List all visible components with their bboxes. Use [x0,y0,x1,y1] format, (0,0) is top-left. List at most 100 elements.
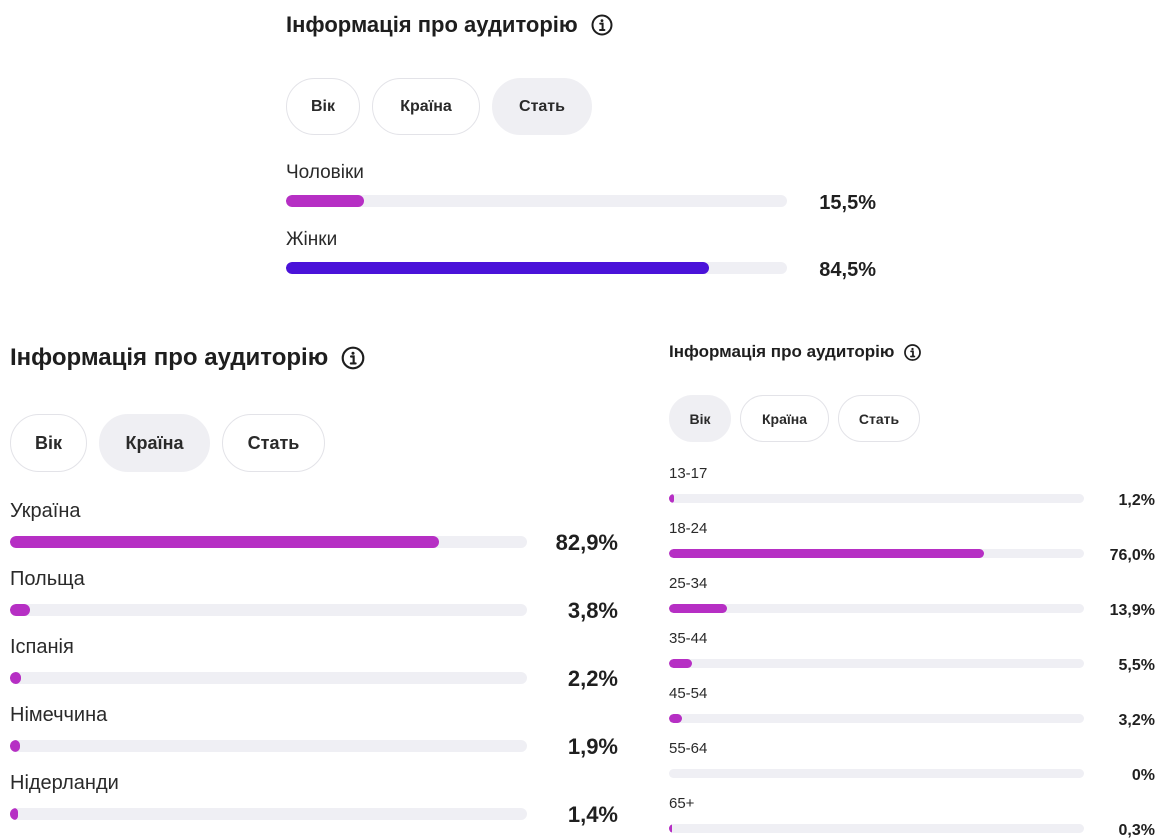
tab-label: Вік [310,97,335,115]
bar-row: 35-44 5,5% [669,630,1155,674]
progress-fill [286,262,710,274]
tab-age[interactable]: Вік [286,78,360,135]
percent-value: 3,2% [1118,712,1155,729]
percent-value: 13,9% [1109,602,1155,619]
panel-title: Інформація про аудиторію [10,344,329,371]
row-label: 55-64 [669,740,708,757]
row-label: Чоловіки [286,162,364,183]
row-label: 18-24 [669,520,708,537]
tab-label: Стать [858,410,900,427]
progress-track [669,494,1084,503]
bar-row: 65+ 0,3% [669,795,1155,839]
progress-track [10,536,527,548]
bar-row: Польща 3,8% [10,568,618,623]
tab-country[interactable]: Країна [99,414,210,472]
progress-fill [669,494,674,503]
progress-track [669,714,1084,723]
tab-label: Стать [519,97,565,115]
row-label: Іспанія [10,636,74,658]
progress-track [286,262,787,274]
tab-label: Країна [400,97,452,115]
panel-title: Інформація про аудиторію [286,12,578,37]
percent-value: 76,0% [1109,547,1155,564]
percent-value: 5,5% [1118,657,1155,674]
progress-track [669,769,1084,778]
progress-fill [669,714,683,723]
percent-value: 3,8% [567,598,618,623]
progress-track [669,604,1084,613]
tab-age[interactable]: Вік [10,414,87,472]
progress-track [669,549,1084,558]
bar-row: 25-34 13,9% [669,575,1155,619]
row-label: 65+ [669,795,695,812]
progress-fill [10,740,20,752]
tab-country[interactable]: Країна [372,78,480,135]
progress-track [669,659,1084,668]
progress-fill [10,604,30,616]
percent-value: 1,4% [567,802,618,827]
progress-track [10,604,527,616]
percent-value: 15,5% [819,192,876,214]
row-label: 35-44 [669,630,708,647]
tab-label: Вік [34,432,62,453]
tab-label: Стать [247,432,300,453]
info-icon[interactable] [590,13,614,37]
tab-gender[interactable]: Стать [222,414,325,472]
info-icon[interactable] [340,345,366,371]
bar-row: Іспанія 2,2% [10,636,618,691]
bar-row: 55-64 0% [669,740,1155,784]
tab-label: Країна [761,410,808,427]
tab-country[interactable]: Країна [740,395,829,442]
row-label: 13-17 [669,465,708,482]
row-label: Польща [10,568,85,590]
progress-track [286,195,787,207]
percent-value: 2,2% [567,666,618,691]
progress-fill [10,672,22,684]
bar-row: 13-17 1,2% [669,465,1155,509]
tab-label: Країна [125,432,184,453]
progress-track [10,672,527,684]
progress-track [10,740,527,752]
percent-value: 0,3% [1118,822,1155,839]
percent-value: 0% [1131,767,1155,784]
percent-value: 82,9% [555,530,618,555]
progress-fill [286,195,364,207]
tab-label: Вік [689,410,711,427]
progress-fill [10,808,18,820]
row-label: Нідерланди [10,772,119,794]
row-label: 45-54 [669,685,708,702]
bar-row: Україна 82,9% [10,500,618,555]
tab-gender[interactable]: Стать [492,78,592,135]
panel-title-row: Інформація про аудиторію [286,12,614,38]
panel-title-row: Інформація про аудиторію [669,342,922,362]
percent-value: 84,5% [819,259,876,281]
bar-row: Чоловіки 15,5% [286,162,876,214]
row-label: 25-34 [669,575,708,592]
percent-value: 1,2% [1118,492,1155,509]
bar-row: Німеччина 1,9% [10,704,618,759]
panel-title-row: Інформація про аудиторію [10,344,366,372]
row-label: Німеччина [10,704,108,726]
age-audience-panel: Інформація про аудиторію Вік Країна Стат… [669,330,1166,839]
gender-audience-panel: Інформація про аудиторію Вік Країна Стат… [286,0,886,300]
audience-tabs: Вік Країна Стать [669,395,929,442]
progress-fill [669,604,727,613]
progress-fill [669,549,985,558]
progress-fill [10,536,439,548]
bar-row: Жінки 84,5% [286,229,876,281]
row-label: Жінки [286,229,338,250]
panel-title: Інформація про аудиторію [669,342,895,361]
progress-track [10,808,527,820]
info-icon[interactable] [903,343,922,362]
tab-gender[interactable]: Стать [838,395,920,442]
audience-tabs: Вік Країна Стать [286,78,604,135]
country-audience-panel: Інформація про аудиторію Вік Країна Стат… [10,330,630,835]
progress-track [669,824,1084,833]
tab-age[interactable]: Вік [669,395,731,442]
bar-row: 18-24 76,0% [669,520,1155,564]
audience-tabs: Вік Країна Стать [10,414,337,472]
progress-fill [669,824,672,833]
percent-value: 1,9% [567,734,618,759]
bar-row: Нідерланди 1,4% [10,772,618,827]
bar-row: 45-54 3,2% [669,685,1155,729]
